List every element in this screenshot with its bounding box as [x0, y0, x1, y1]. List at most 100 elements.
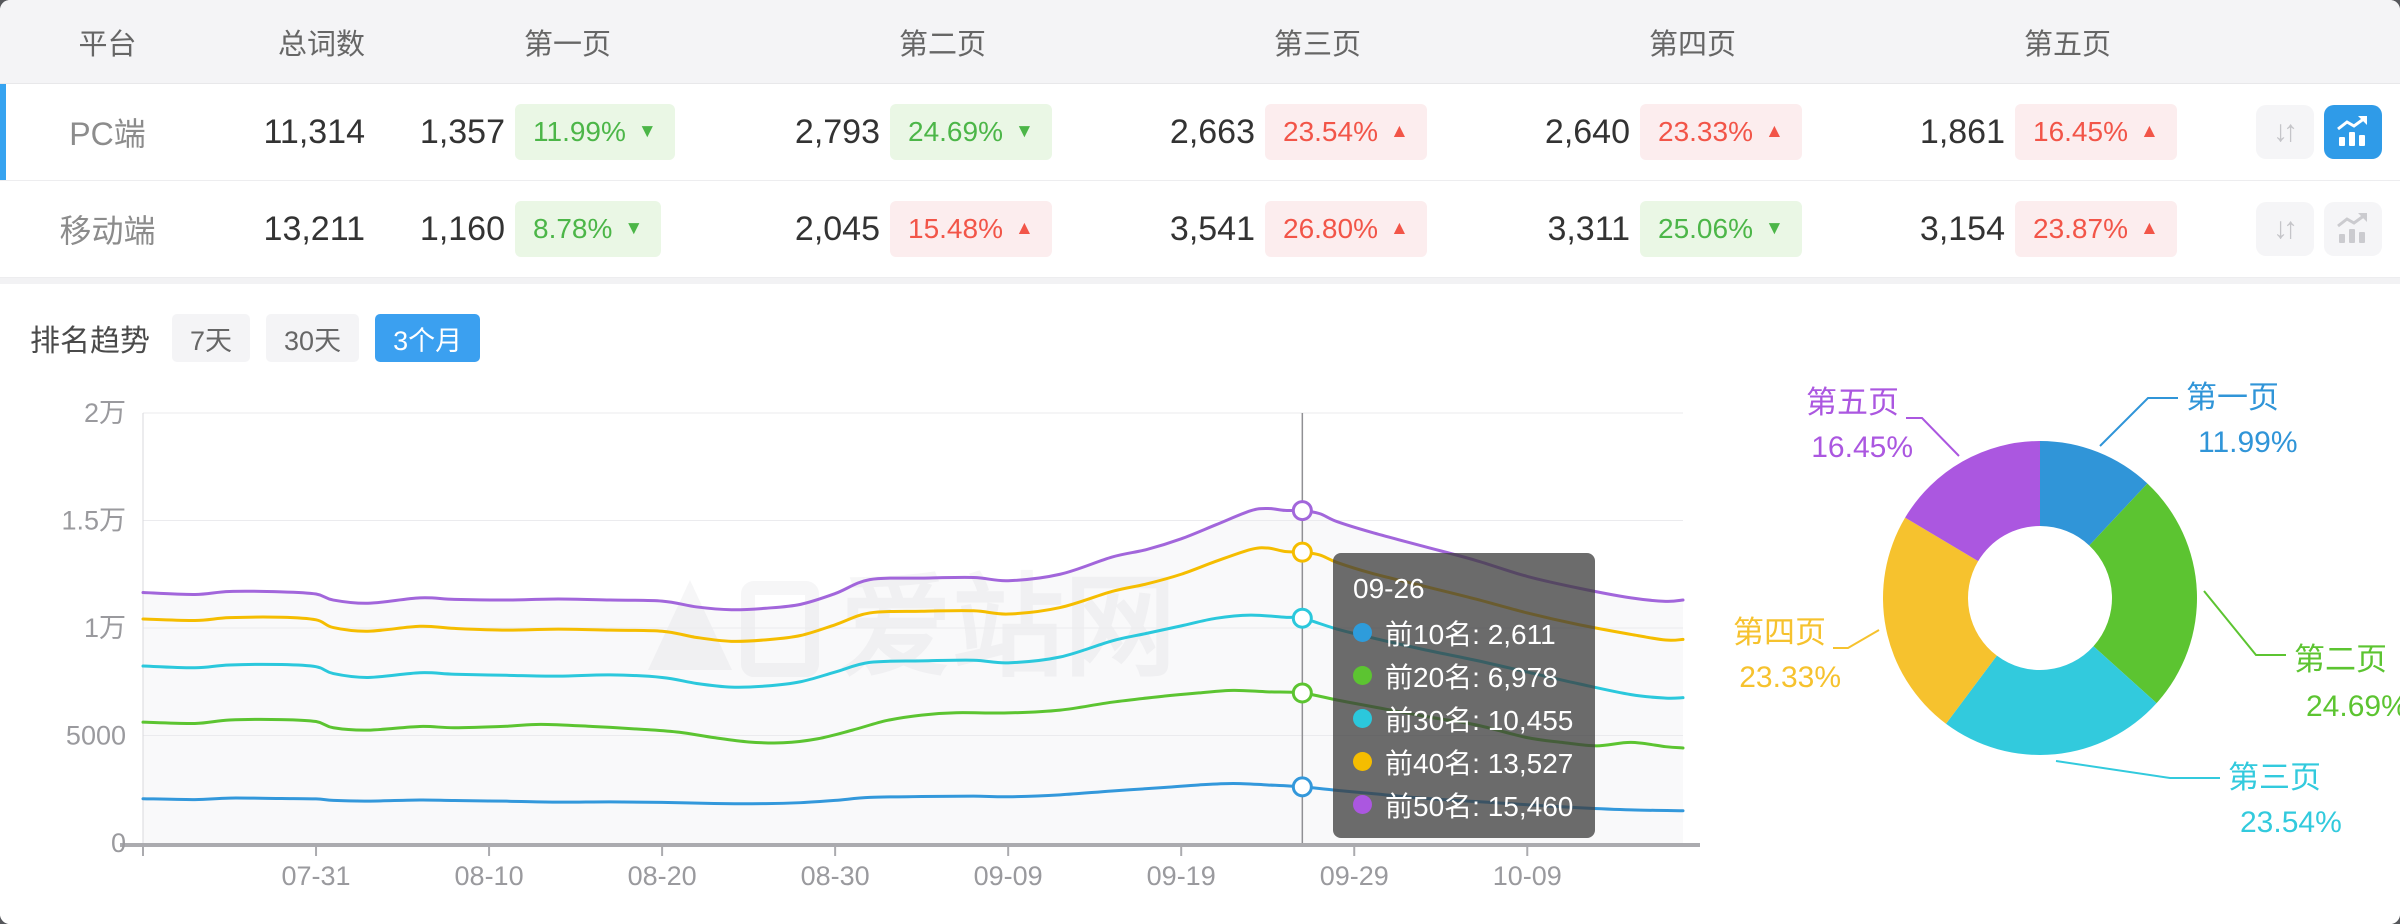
page5-change-badge: 16.45% ▲ — [2015, 104, 2177, 160]
chart-tooltip: 09-26 前10名: 2,611 前20名: 6,978 前30名: 10,455 前… — [1333, 553, 1596, 838]
label-connector — [1833, 629, 1880, 649]
selected-row-indicator — [0, 84, 6, 180]
sort-button[interactable]: ↓↑ — [2256, 202, 2314, 256]
arrow-up-icon: ▲ — [1389, 121, 1409, 142]
x-tick-label: 07-31 — [282, 861, 351, 891]
header-page-3: 第三页 — [1273, 28, 1361, 61]
change-pct: 11.99% — [533, 116, 626, 147]
donut-label-第五页: 第五页 — [1806, 385, 1899, 420]
series-dot-icon — [1353, 709, 1372, 728]
rank-trend-line-chart[interactable]: 爱站网050001万1.5万2万07-3108-1008-2008-3009-0… — [0, 370, 1750, 924]
page3-change-badge: 23.54% ▲ — [1265, 104, 1427, 160]
page3-change-badge: 26.80% ▲ — [1265, 201, 1427, 257]
platform-label: 移动端 — [59, 213, 156, 249]
arrow-down-icon: ▼ — [1014, 121, 1034, 142]
page3-count: 2,663 — [1169, 112, 1255, 151]
sort-button[interactable]: ↓↑ — [2256, 105, 2314, 159]
donut-pct-第三页: 23.54% — [2240, 806, 2342, 839]
x-tick-label: 09-19 — [1147, 861, 1216, 891]
donut-pct-第一页: 11.99% — [2198, 426, 2298, 459]
show-trend-chart-button[interactable] — [2324, 202, 2382, 256]
donut-label-第一页: 第一页 — [2186, 380, 2279, 415]
trend-chart-icon — [2337, 116, 2367, 146]
x-tick-label: 08-30 — [801, 861, 870, 891]
page3-count: 3,541 — [1169, 209, 1255, 248]
page-distribution-donut-chart[interactable]: 第一页 11.99% 第二页 24.69% 第三页 23.54% 第四页 23.33% 第五页 1… — [1700, 330, 2400, 924]
tooltip-row-text: 前10名: 2,611 — [1385, 618, 1556, 650]
y-tick-label: 1万 — [84, 613, 126, 643]
y-tick-label: 1.5万 — [61, 506, 126, 536]
header-page-2: 第二页 — [898, 28, 986, 61]
hover-marker-前40名 — [1291, 541, 1313, 563]
table-row-PC端[interactable]: PC端 11,314 1,357 11.99% ▼ 2,793 24.69% ▼ 2,663 23… — [0, 84, 2400, 181]
arrow-up-icon: ▲ — [2139, 121, 2159, 142]
page4-change-badge: 25.06% ▼ — [1640, 201, 1802, 257]
table-body: PC端 11,314 1,357 11.99% ▼ 2,793 24.69% ▼ 2,663 23… — [0, 84, 2400, 278]
label-connector — [2099, 397, 2178, 447]
trend-tab-7天[interactable]: 7天 — [172, 314, 251, 362]
trend-title: 排名趋势 — [30, 325, 150, 358]
donut-slice-第一页[interactable] — [2040, 441, 2148, 546]
change-pct: 16.45% — [2033, 116, 2128, 147]
page2-change-badge: 24.69% ▼ — [890, 104, 1052, 160]
donut-pct-第四页: 23.33% — [1739, 661, 1841, 694]
x-tick-label: 09-09 — [974, 861, 1043, 891]
arrow-up-icon: ▲ — [1014, 218, 1034, 239]
change-pct: 25.06% — [1658, 213, 1753, 244]
hover-marker-前30名 — [1291, 607, 1313, 629]
tooltip-row-text: 前40名: 13,527 — [1385, 747, 1574, 779]
change-pct: 15.48% — [908, 213, 1003, 244]
donut-slice-第五页[interactable] — [1905, 441, 2040, 562]
rank-table: 平台 总词数 第一页 第二页 第三页 第四页 第五页 PC端 11,314 1,357 11.99… — [0, 0, 2400, 278]
arrow-up-icon: ▲ — [1389, 218, 1409, 239]
donut-pct-第二页: 24.69% — [2306, 690, 2400, 723]
trend-chart-icon — [2337, 213, 2367, 243]
page1-count: 1,160 — [419, 209, 505, 248]
label-connector — [1906, 417, 1960, 457]
show-trend-chart-button[interactable] — [2324, 105, 2382, 159]
change-pct: 26.80% — [1283, 213, 1378, 244]
series-dot-icon — [1353, 623, 1372, 642]
donut-pct-第五页: 16.45% — [1811, 431, 1913, 464]
page5-count: 3,154 — [1919, 209, 2005, 248]
donut-slice-第四页[interactable] — [1883, 517, 1997, 724]
series-dot-icon — [1353, 752, 1372, 771]
y-tick-label: 5000 — [66, 721, 126, 751]
trend-tab-30天[interactable]: 30天 — [266, 314, 360, 362]
page5-change-badge: 23.87% ▲ — [2015, 201, 2177, 257]
change-pct: 24.69% — [908, 116, 1003, 147]
series-dot-icon — [1353, 795, 1372, 814]
hover-marker-前10名 — [1291, 776, 1313, 798]
page4-count: 3,311 — [1547, 209, 1630, 248]
tooltip-row-text: 前30名: 10,455 — [1385, 704, 1574, 736]
y-tick-label: 2万 — [84, 398, 126, 428]
x-tick-label: 08-20 — [628, 861, 697, 891]
trend-range-tabs: 7天 30天 3个月 — [172, 314, 481, 362]
page2-count: 2,793 — [794, 112, 880, 151]
trend-tab-3个月[interactable]: 3个月 — [375, 314, 481, 362]
donut-slice-第二页[interactable] — [2089, 483, 2197, 704]
tooltip-row: 前30名: 10,455 — [1353, 697, 1573, 740]
y-tick-label: 0 — [111, 828, 126, 858]
trend-controls: 排名趋势 7天 30天 3个月 — [0, 284, 2400, 364]
page1-count: 1,357 — [419, 112, 505, 151]
total-words: 11,314 — [263, 112, 365, 151]
arrow-up-icon: ▲ — [1764, 121, 1784, 142]
change-pct: 23.87% — [2033, 213, 2128, 244]
header-platform: 平台 — [78, 28, 137, 61]
series-dot-icon — [1353, 666, 1372, 685]
change-pct: 23.54% — [1283, 116, 1378, 147]
x-tick-label: 10-09 — [1493, 861, 1562, 891]
change-pct: 8.78% — [533, 213, 613, 244]
arrow-down-icon: ▼ — [624, 218, 644, 239]
page5-count: 1,861 — [1919, 112, 2005, 151]
tooltip-row-text: 前50名: 15,460 — [1385, 790, 1574, 822]
hover-marker-前50名 — [1291, 500, 1313, 522]
label-connector — [2055, 760, 2220, 779]
table-row-移动端[interactable]: 移动端 13,211 1,160 8.78% ▼ 2,045 15.48% ▲ 3,541 26.… — [0, 181, 2400, 278]
donut-slice-第三页[interactable] — [1945, 646, 2157, 755]
page4-count: 2,640 — [1544, 112, 1630, 151]
page1-change-badge: 11.99% ▼ — [515, 104, 675, 160]
